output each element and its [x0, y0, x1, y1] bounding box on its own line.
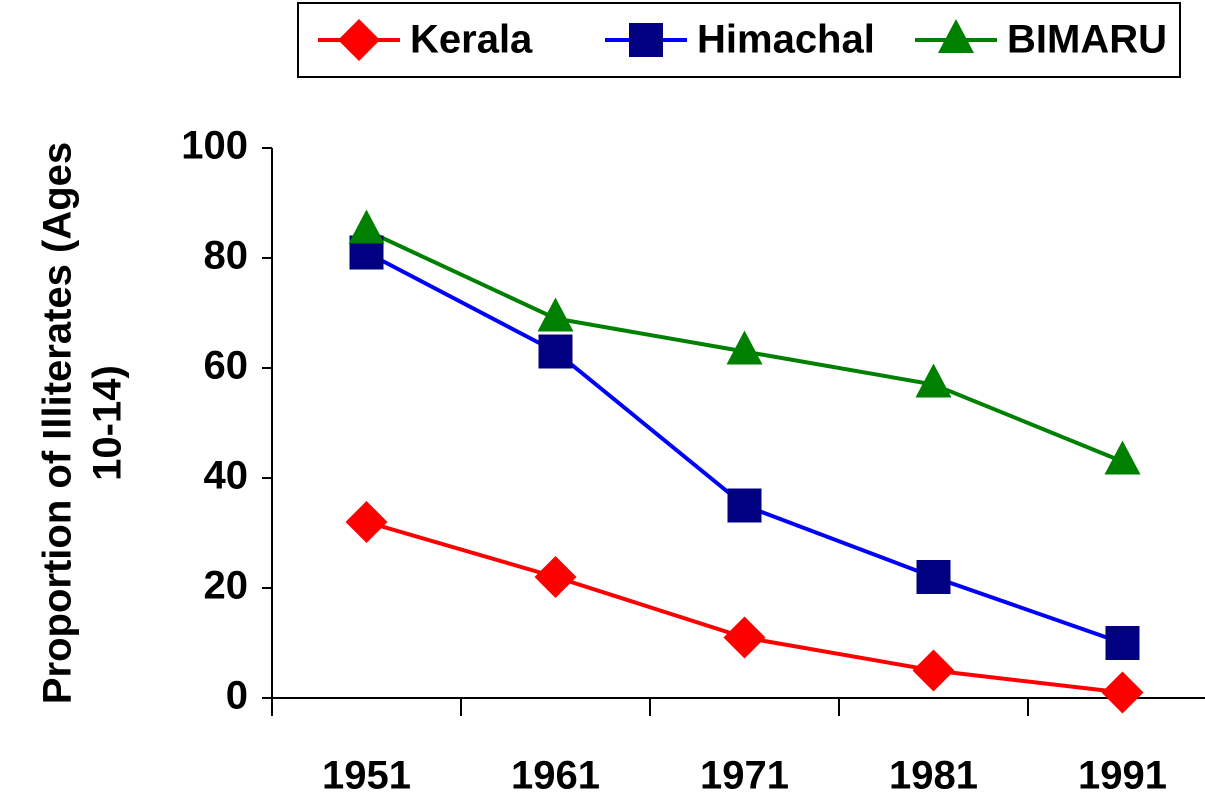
y-tick-label: 40: [204, 454, 249, 498]
y-tick-label: 60: [204, 344, 249, 388]
y-axis-label-line: Proportion of Illiterates (Ages: [36, 142, 80, 704]
legend-box: [297, 2, 1181, 78]
y-axis-label: Proportion of Illiterates (Ages 10-14): [36, 142, 130, 704]
data-point: [912, 649, 955, 692]
data-point: [1101, 671, 1144, 714]
x-tick-label: 1951: [322, 754, 411, 794]
legend-marker: [938, 19, 974, 53]
data-point: [723, 616, 766, 659]
legend-label: Kerala: [410, 18, 533, 62]
x-tick-label: 1971: [700, 754, 789, 794]
x-tick-label: 1961: [511, 754, 600, 794]
y-tick-label: 80: [204, 234, 249, 278]
series-line: [365, 520, 1123, 695]
data-point: [916, 560, 951, 594]
data-point: [348, 209, 385, 244]
data-point: [726, 330, 763, 365]
data-point: [727, 488, 762, 523]
data-point: [538, 334, 573, 369]
data-point: [1104, 440, 1141, 475]
legend-marker: [338, 19, 380, 61]
legend-marker: [629, 23, 663, 57]
data-point: [1105, 626, 1140, 660]
y-axis-label-line: 10-14): [86, 365, 130, 481]
data-point: [534, 556, 577, 598]
x-tick-label: 1991: [1078, 754, 1167, 794]
y-tick-label: 100: [181, 124, 248, 168]
x-tick-label: 1981: [889, 754, 978, 794]
data-point: [345, 501, 388, 543]
y-tick-label: 0: [226, 674, 248, 718]
series-line: [365, 250, 1124, 645]
legend-label: BIMARU: [1007, 18, 1167, 62]
data-point: [915, 363, 952, 398]
y-tick-label: 20: [204, 564, 249, 608]
data-point: [537, 297, 574, 332]
legend-label: Himachal: [697, 18, 875, 62]
